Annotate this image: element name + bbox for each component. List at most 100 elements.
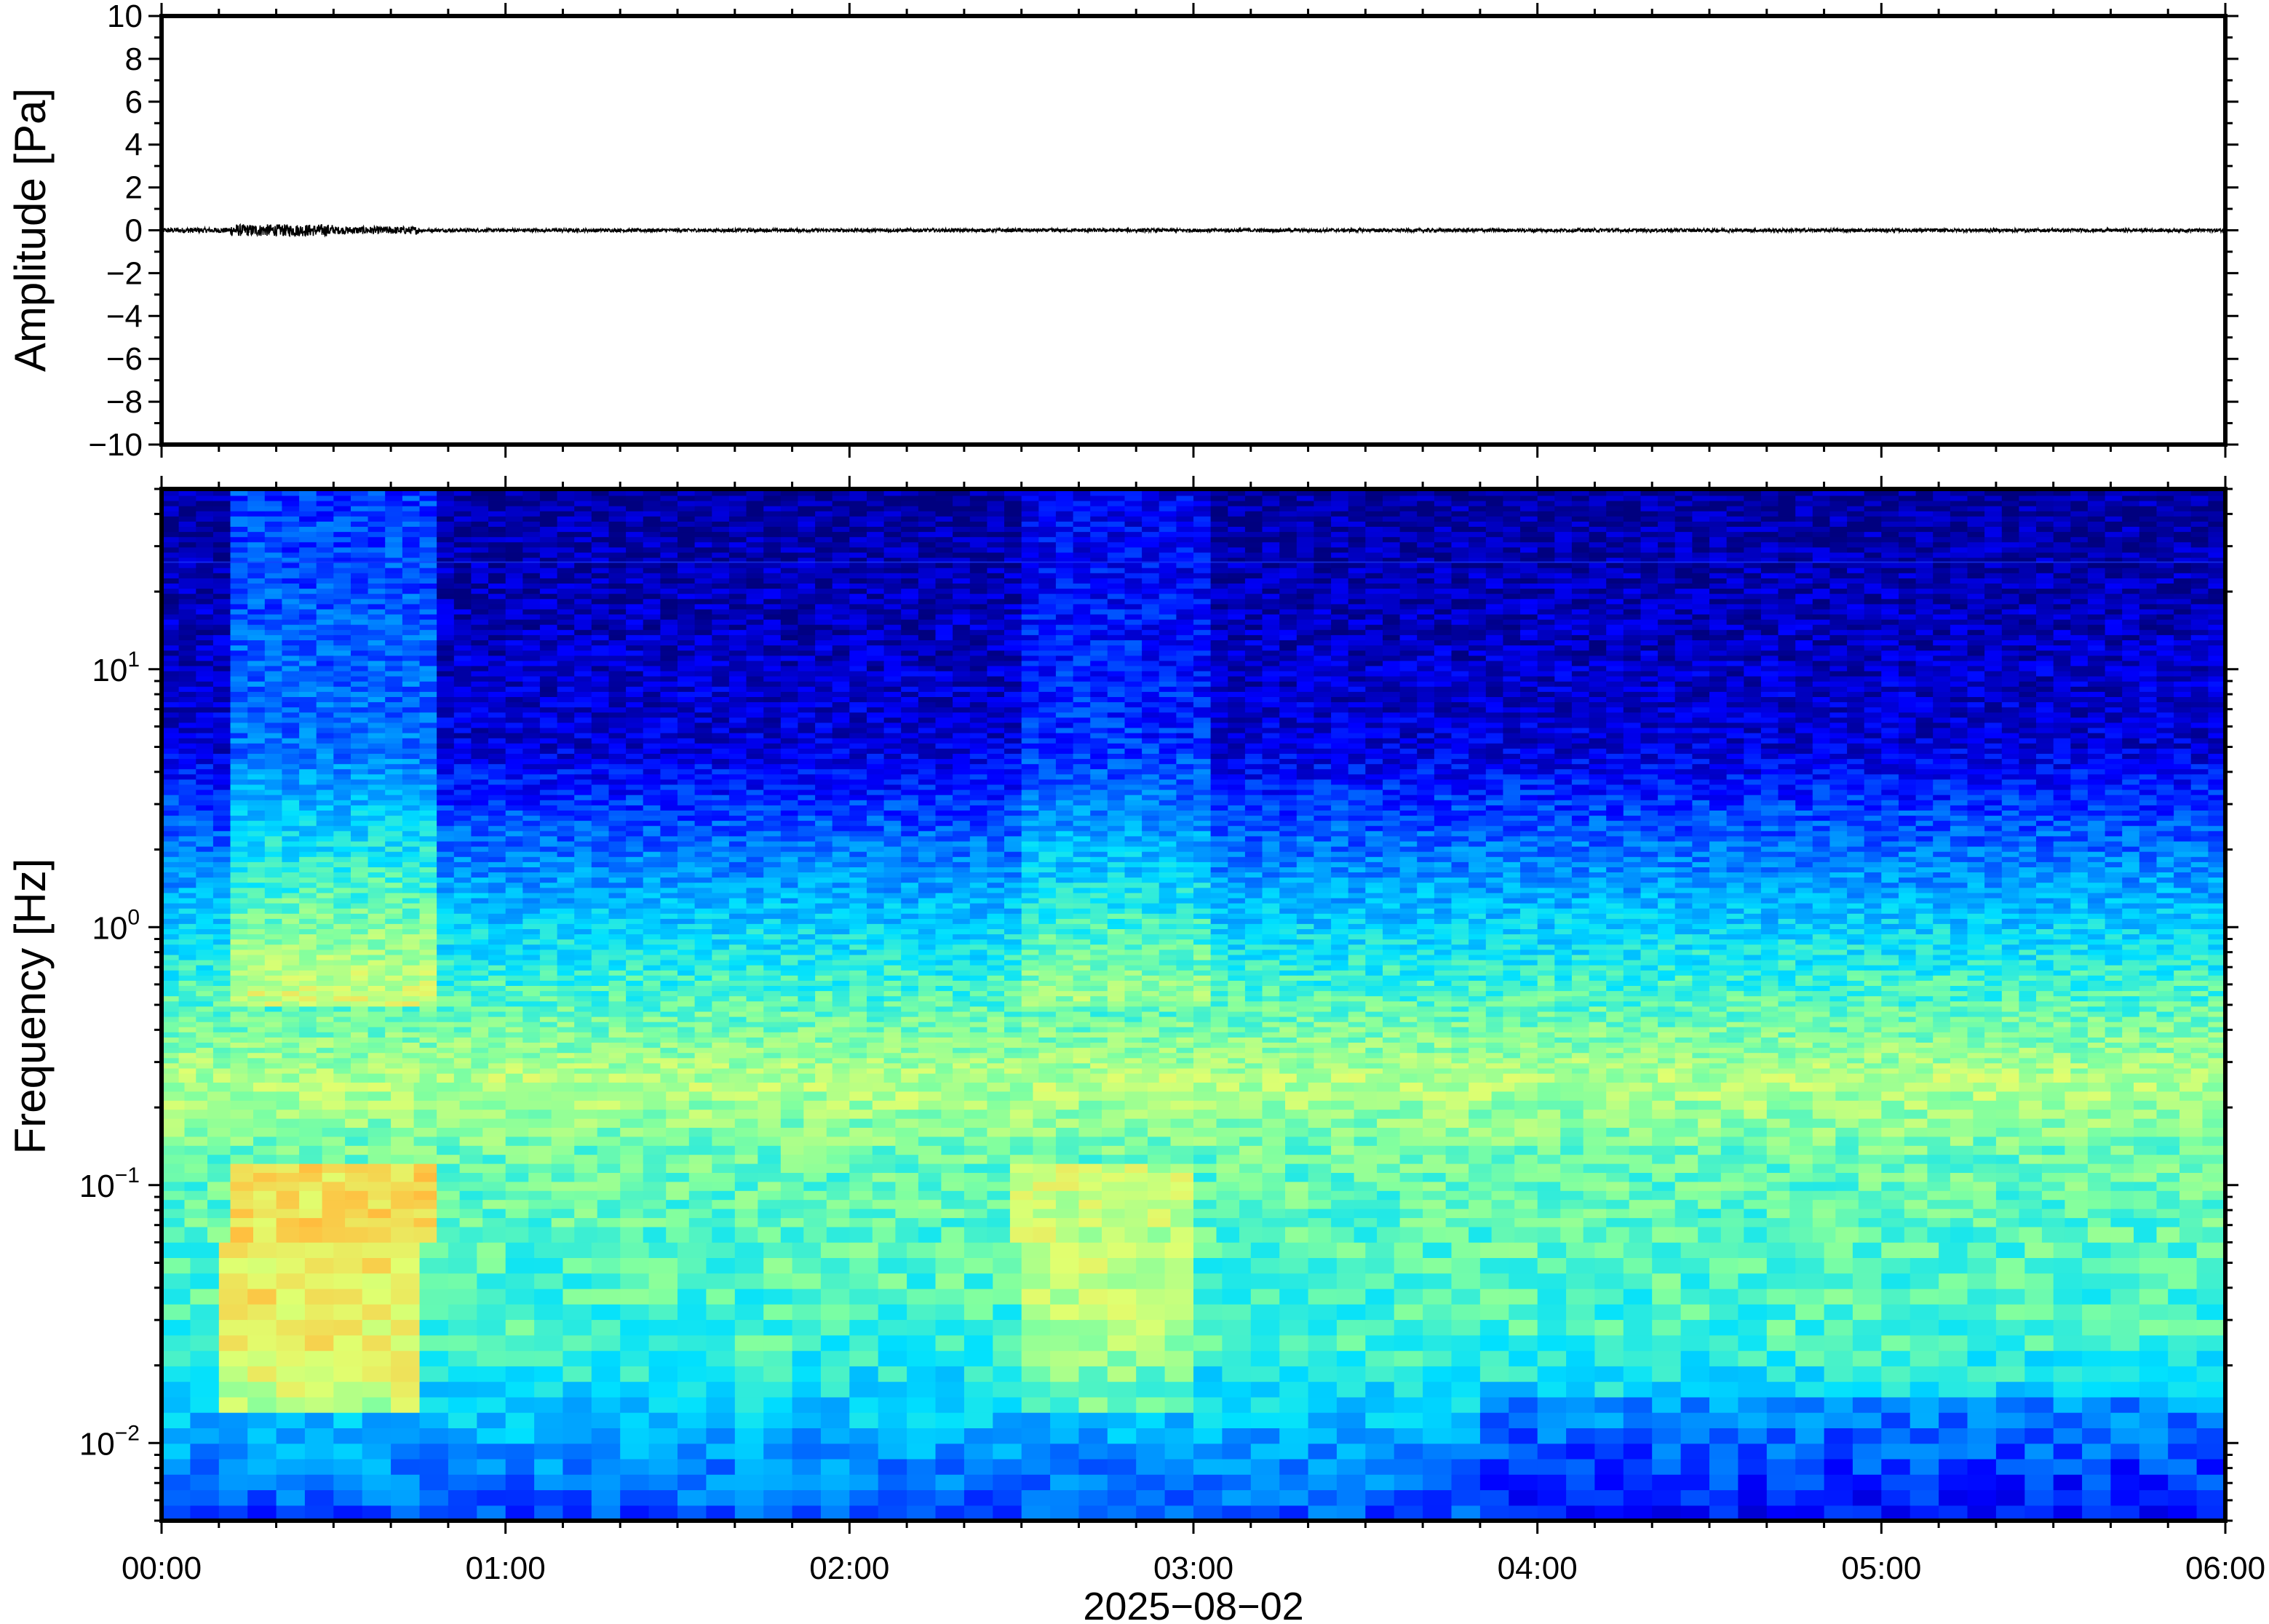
spectrogram-cell — [253, 1091, 277, 1101]
amplitude-tick-label: −10 — [88, 427, 143, 463]
spectrogram-cell — [184, 1209, 208, 1219]
spectrogram-cell — [1159, 1006, 1177, 1012]
spectrogram-cell — [207, 1145, 231, 1155]
spectrogram-cell — [1623, 1042, 1641, 1048]
spectrogram-cell — [1824, 1458, 1853, 1475]
spectrogram-cell — [883, 990, 902, 997]
spectrogram-cell — [677, 1288, 707, 1305]
spectrogram-cell — [563, 1288, 592, 1305]
spectrogram-cell — [212, 1022, 231, 1027]
spectrogram-cell — [1698, 1209, 1722, 1219]
spectrogram-cell — [1881, 1032, 1899, 1038]
spectrogram-cell — [987, 1062, 1005, 1069]
spectrogram-cell — [1136, 1334, 1166, 1351]
spectrogram-cell — [1795, 1037, 1813, 1043]
spectrogram-cell — [1995, 1100, 2019, 1110]
spectrogram-cell — [1228, 1016, 1246, 1022]
spectrogram-cell — [299, 1163, 323, 1173]
spectrogram-cell — [1640, 995, 1658, 1002]
spectrogram-cell — [1915, 1037, 1934, 1043]
spectrogram-cell — [2156, 1172, 2180, 1182]
spectrogram-cell — [1858, 1082, 1882, 1092]
spectrogram-cell — [1766, 1489, 1796, 1506]
spectrogram-cell — [1623, 1006, 1641, 1012]
spectrogram-cell — [1520, 1011, 1538, 1017]
spectrogram-cell — [1858, 1226, 1882, 1243]
spectrogram-cell — [1915, 1042, 1934, 1048]
spectrogram-cell — [1537, 1016, 1555, 1022]
spectrogram-cell — [2202, 1127, 2226, 1137]
spectrogram-cell — [2041, 1209, 2065, 1219]
spectrogram-cell — [963, 1154, 988, 1164]
spectrogram-cell — [1469, 1027, 1487, 1032]
spectrogram-cell — [591, 1242, 621, 1258]
spectrogram-cell — [1509, 1350, 1538, 1366]
spectrogram-cell — [482, 1118, 506, 1128]
spectrogram-cell — [1824, 1428, 1853, 1444]
spectrogram-cell — [459, 1190, 483, 1201]
spectrogram-cell — [1107, 1319, 1137, 1336]
spectrogram-cell — [253, 1190, 277, 1201]
spectrogram-cell — [1652, 1109, 1676, 1119]
spectrogram-cell — [1835, 1181, 1859, 1191]
spectrogram-cell — [883, 1057, 902, 1064]
spectrogram-cell — [2202, 1172, 2226, 1182]
spectrogram-cell — [391, 1226, 415, 1243]
spectrogram-cell — [551, 1091, 575, 1101]
spectrogram-cell — [1652, 1209, 1676, 1219]
spectrogram-cell — [1899, 1032, 1917, 1038]
spectrogram-cell — [1606, 1163, 1630, 1173]
spectrogram-cell — [1050, 1242, 1080, 1258]
spectrogram-cell — [1881, 1181, 1905, 1191]
spectrogram-cell — [448, 1412, 477, 1428]
spectrogram-cell — [746, 1072, 764, 1083]
spectrogram-cell — [1107, 1474, 1137, 1491]
spectrogram-cell — [1950, 1163, 1974, 1173]
spectrogram-cell — [505, 1006, 523, 1012]
spectrogram-cell — [935, 1011, 953, 1017]
spectrogram-cell — [1744, 1032, 1762, 1038]
spectrogram-cell — [1365, 1443, 1395, 1460]
spectrogram-cell — [385, 1016, 403, 1022]
spectrogram-cell — [1881, 1304, 1911, 1321]
spectrogram-cell — [1451, 1011, 1469, 1017]
spectrogram-cell — [1090, 1072, 1108, 1083]
spectrogram-cell — [345, 1109, 369, 1119]
spectrogram-cell — [2134, 1172, 2158, 1182]
spectrogram-cell — [1331, 1136, 1355, 1146]
spectrogram-cell — [2087, 1027, 2106, 1032]
spectrogram-cell — [557, 1006, 575, 1012]
spectrogram-cell — [1674, 1226, 1698, 1243]
spectrogram-cell — [626, 990, 644, 997]
spectrogram-cell — [591, 1032, 609, 1038]
spectrogram-cell — [1537, 1242, 1567, 1258]
spectrogram-cell — [1279, 1505, 1309, 1521]
spectrogram-cell — [1571, 1052, 1590, 1059]
spectrogram-cell — [534, 1505, 564, 1521]
spectrogram-cell — [2105, 1052, 2123, 1059]
spectrogram-cell — [953, 1057, 971, 1064]
spectrogram-cell — [282, 1042, 300, 1048]
spectrogram-cell — [918, 1118, 942, 1128]
spectrogram-cell — [2024, 1366, 2054, 1382]
spectrogram-cell — [677, 1057, 696, 1064]
spectrogram-cell — [1709, 1489, 1738, 1506]
spectrogram-cell — [2122, 990, 2140, 997]
spectrogram-cell — [178, 1072, 196, 1083]
spectrogram-cell — [706, 1381, 736, 1398]
spectrogram-cell — [453, 1062, 472, 1069]
spectrogram-cell — [1709, 1057, 1728, 1064]
spectrogram-cell — [792, 1396, 822, 1413]
spectrogram-cell — [694, 1000, 712, 1007]
spectrogram-cell — [1365, 1006, 1383, 1012]
spectrogram-cell — [1262, 1042, 1280, 1048]
spectrogram-cell — [763, 1412, 793, 1428]
spectrogram-cell — [505, 1163, 529, 1173]
spectrogram-cell — [746, 1032, 764, 1038]
spectrogram-cell — [643, 1154, 667, 1164]
spectrogram-cell — [1228, 1032, 1246, 1038]
spectrogram-cell — [1102, 1217, 1126, 1227]
spectrogram-cell — [1812, 1027, 1830, 1032]
spectrogram-cell — [391, 1190, 415, 1201]
spectrogram-cell — [780, 1181, 804, 1191]
